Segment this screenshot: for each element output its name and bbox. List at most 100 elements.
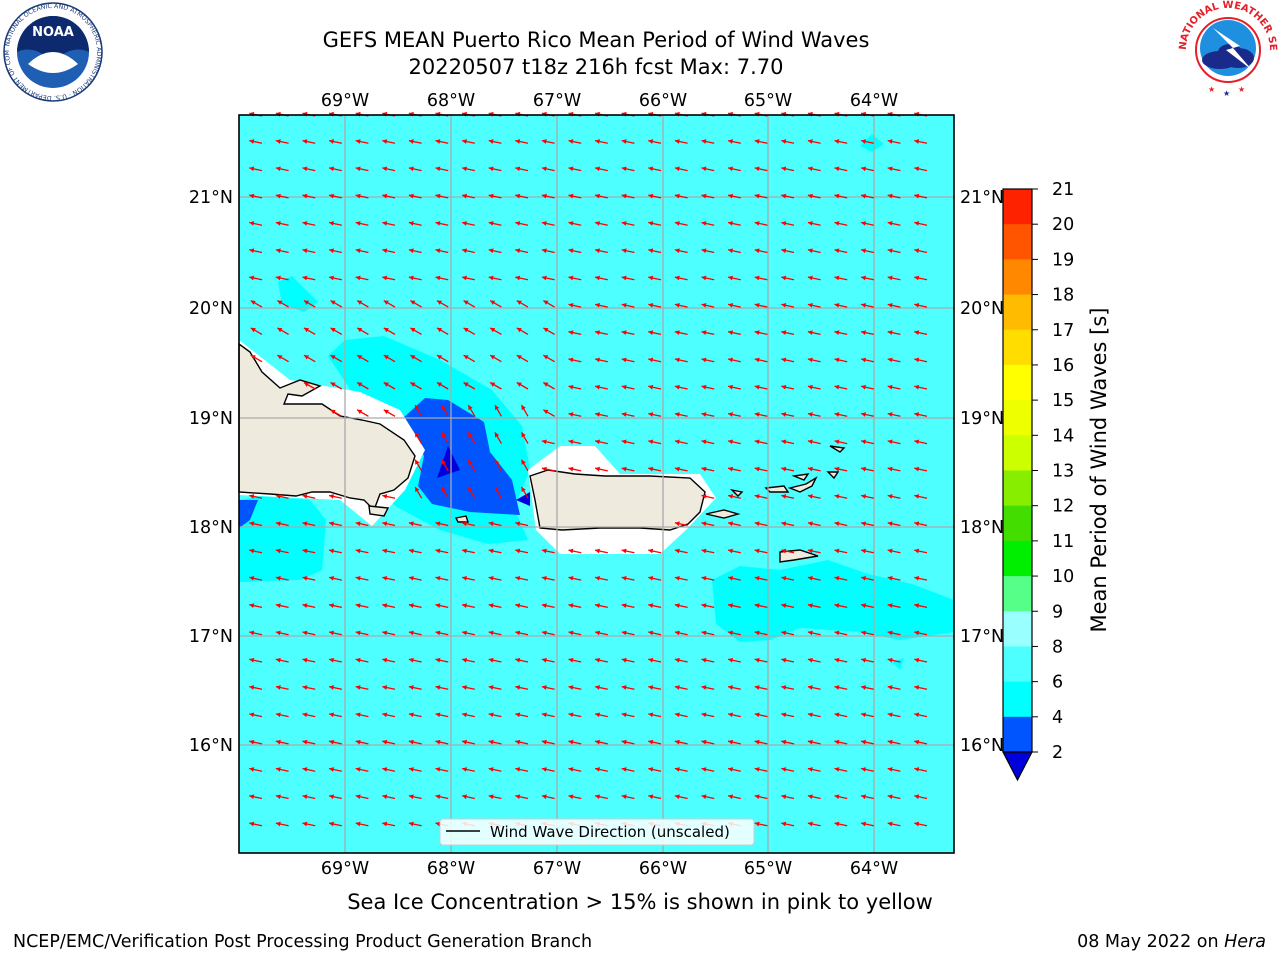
wind-wave-arrow [701, 221, 715, 226]
wind-wave-arrow [383, 354, 396, 363]
wind-wave-arrow [408, 221, 422, 226]
colorbar-label: Mean Period of Wind Waves [s] [1087, 308, 1111, 633]
wind-wave-arrow [887, 412, 901, 417]
wind-wave-arrow [727, 357, 741, 363]
wind-wave-arrow [275, 521, 289, 527]
wind-wave-arrow [754, 221, 768, 226]
wind-wave-arrow [328, 794, 342, 800]
wind-wave-arrow [568, 302, 582, 308]
wind-wave-arrow [568, 603, 582, 609]
wind-wave-arrow [408, 739, 422, 745]
wind-wave-arrow [408, 193, 422, 199]
wind-wave-arrow [249, 767, 263, 772]
wind-wave-arrow [382, 630, 396, 636]
wind-wave-arrow [834, 794, 848, 800]
wind-wave-arrow [488, 575, 502, 581]
wind-wave-arrow [621, 139, 635, 144]
lat-label-right: 18°N [960, 518, 1004, 538]
wind-wave-arrow [754, 685, 768, 690]
wind-wave-arrow [914, 494, 928, 499]
wind-wave-arrow [621, 384, 635, 390]
wind-wave-arrow [621, 712, 635, 718]
wind-wave-arrow [328, 221, 342, 226]
wind-wave-arrow [488, 685, 502, 690]
wind-wave-arrow [461, 193, 475, 199]
wind-wave-arrow [594, 794, 608, 800]
lat-label-right: 20°N [960, 299, 1004, 319]
wind-wave-arrow [860, 767, 874, 772]
wind-wave-arrow [515, 221, 529, 226]
wind-wave-arrow [568, 221, 582, 226]
wind-wave-arrow [249, 275, 263, 281]
wind-wave-arrow [568, 685, 582, 690]
wind-wave-arrow [887, 548, 901, 554]
wind-wave-arrow [436, 300, 449, 308]
wind-wave-arrow [382, 739, 396, 745]
wind-wave-arrow [302, 221, 316, 226]
wind-wave-arrow [494, 486, 502, 499]
wind-wave-arrow [275, 166, 289, 172]
wind-wave-arrow [914, 275, 928, 281]
wind-wave-arrow [914, 630, 928, 636]
wind-wave-arrow [382, 712, 396, 718]
wind-wave-arrow [410, 381, 422, 390]
wind-wave-arrow [914, 767, 928, 772]
wind-wave-arrow [754, 494, 768, 499]
wind-wave-arrow [914, 685, 928, 690]
colorbar-segment [1003, 294, 1032, 331]
wind-wave-arrow [275, 139, 289, 144]
wind-wave-arrow [382, 166, 396, 172]
wind-wave-arrow [781, 412, 795, 417]
wind-wave-arrow [648, 548, 662, 554]
wind-wave-arrow [541, 603, 555, 609]
wind-wave-arrow [541, 794, 555, 800]
wind-wave-arrow [754, 466, 768, 472]
wind-wave-arrow [648, 139, 662, 144]
wind-wave-arrow [435, 739, 449, 745]
wind-wave-arrow [435, 166, 449, 172]
wind-wave-arrow [781, 193, 795, 199]
wind-wave-arrow [860, 794, 874, 800]
wind-wave-arrow [727, 657, 741, 663]
wind-wave-arrow [461, 221, 475, 226]
wind-wave-arrow [594, 466, 608, 472]
wind-wave-arrow [568, 439, 582, 445]
wind-wave-arrow [249, 712, 263, 718]
wind-wave-arrow [621, 412, 635, 417]
wind-wave-arrow [914, 166, 928, 172]
wind-wave-arrow [328, 521, 342, 527]
wind-wave-arrow [408, 821, 422, 827]
wind-wave-arrow [435, 139, 449, 144]
wind-wave-arrow [754, 193, 768, 199]
wind-wave-arrow [250, 354, 263, 363]
colorbar-tick-label: 19 [1052, 250, 1074, 270]
wind-wave-arrow [435, 657, 449, 663]
wind-wave-arrow [383, 300, 396, 308]
colorbar-tick-label: 14 [1052, 426, 1074, 446]
wind-wave-arrow [621, 767, 635, 772]
wind-wave-arrow [355, 767, 369, 772]
wind-wave-arrow [727, 767, 741, 772]
wind-wave-arrow [648, 439, 662, 445]
wind-wave-arrow [463, 327, 476, 335]
wind-wave-arrow [488, 248, 502, 254]
wind-wave-arrow [834, 221, 848, 226]
wind-wave-arrow [860, 275, 874, 281]
wind-wave-arrow [275, 794, 289, 800]
wind-wave-arrow [674, 794, 688, 800]
wind-wave-arrow [303, 300, 316, 308]
wind-wave-arrow [435, 575, 449, 581]
wind-wave-arrow [807, 275, 821, 281]
wind-wave-arrow [410, 354, 422, 363]
wind-wave-arrow [648, 412, 662, 417]
map-subtitle: 20220507 t18z 216h fcst Max: 7.70 [408, 55, 784, 79]
wind-wave-arrow [781, 712, 795, 718]
wind-wave-arrow [568, 139, 582, 144]
wind-wave-arrow [328, 166, 342, 172]
wind-wave-arrow [621, 630, 635, 636]
colorbar-tick-label: 18 [1052, 286, 1074, 306]
wind-wave-arrow [382, 139, 396, 144]
wind-wave-arrow [441, 486, 449, 499]
wind-wave-arrow [516, 381, 529, 390]
wind-wave-arrow [621, 685, 635, 690]
